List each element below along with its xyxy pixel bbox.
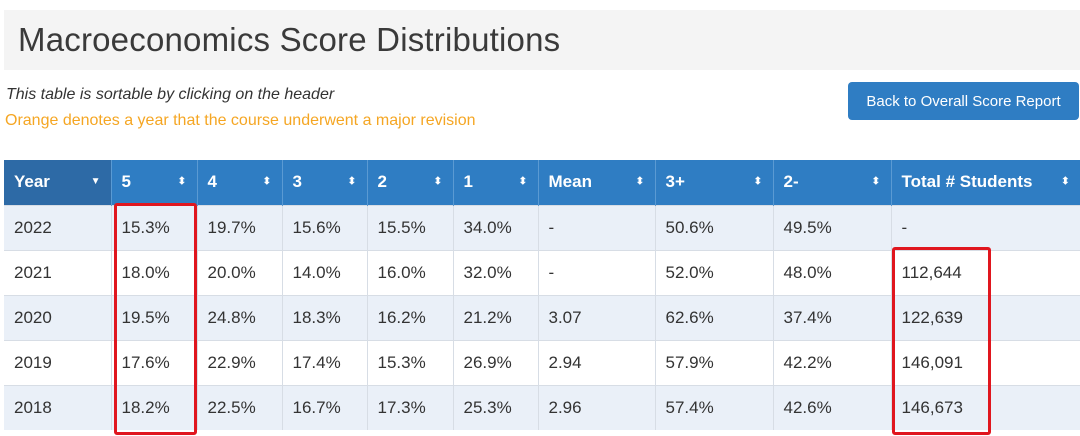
orange-note: Orange denotes a year that the course un… xyxy=(5,112,476,129)
cell-year: 2021 xyxy=(4,249,111,295)
cell-2minus: 42.2% xyxy=(772,339,891,385)
cell-score-2: 17.3% xyxy=(366,384,453,430)
header-label: 4 xyxy=(207,172,217,192)
cell-score-2: 15.5% xyxy=(366,204,453,250)
cell-score-1: 34.0% xyxy=(452,204,538,250)
header-label: Mean xyxy=(548,172,592,192)
page-title: Macroeconomics Score Distributions xyxy=(18,21,561,58)
header-score-5[interactable]: 5 ⬍ xyxy=(110,160,197,205)
sort-icon: ⬍ xyxy=(347,175,357,188)
cell-score-5: 17.6% xyxy=(110,339,197,385)
header-3plus[interactable]: 3+ ⬍ xyxy=(654,160,773,205)
sort-icon: ⬍ xyxy=(262,175,272,188)
header-2minus[interactable]: 2- ⬍ xyxy=(772,160,891,205)
cell-mean: 3.07 xyxy=(537,294,655,340)
cell-total-students: 112,644 xyxy=(890,249,1080,295)
table-row: 2022 15.3% 19.7% 15.6% 15.5% 34.0% -50.6% 49.5%… xyxy=(4,204,1080,250)
cell-year: 2019 xyxy=(4,339,111,385)
sort-icon: ⬍ xyxy=(753,175,763,188)
header-mean[interactable]: Mean ⬍ xyxy=(537,160,655,205)
table-row: 2018 18.2% 22.5% 16.7% 17.3% 25.3% 2.96 57.4% 42… xyxy=(4,384,1080,430)
cell-3plus: 57.4% xyxy=(654,384,773,430)
cell-total-students: - xyxy=(890,204,1080,250)
cell-3plus: 52.0% xyxy=(654,249,773,295)
back-to-report-button[interactable]: Back to Overall Score Report xyxy=(848,82,1079,120)
cell-score-1: 25.3% xyxy=(452,384,538,430)
cell-total-students: 122,639 xyxy=(890,294,1080,340)
score-distribution-table: Year ▼ 5 ⬍ 4 ⬍ 3 ⬍ 2 ⬍ 1 ⬍ Mean ⬍ 3+ ⬍ 2- ⬍ Total… xyxy=(4,160,1080,430)
header-score-1[interactable]: 1 ⬍ xyxy=(452,160,538,205)
header-label: 3 xyxy=(292,172,302,192)
title-bar: Macroeconomics Score Distributions xyxy=(4,10,1080,70)
cell-score-1: 26.9% xyxy=(452,339,538,385)
header-label: 2- xyxy=(783,172,799,192)
header-label: 5 xyxy=(121,172,131,192)
cell-score-5: 18.2% xyxy=(110,384,197,430)
cell-3plus: 62.6% xyxy=(654,294,773,340)
cell-score-4: 19.7% xyxy=(196,204,282,250)
cell-score-3: 17.4% xyxy=(281,339,367,385)
header-total-students[interactable]: Total # Students ⬍ xyxy=(890,160,1080,205)
header-score-4[interactable]: 4 ⬍ xyxy=(196,160,282,205)
header-label: Total # Students xyxy=(901,172,1033,192)
cell-score-5: 15.3% xyxy=(110,204,197,250)
table-row: 2019 17.6% 22.9% 17.4% 15.3% 26.9% 2.94 57.9% 42… xyxy=(4,339,1080,385)
cell-mean: 2.94 xyxy=(537,339,655,385)
cell-score-2: 16.0% xyxy=(366,249,453,295)
cell-mean: - xyxy=(537,249,655,295)
sort-desc-icon: ▼ xyxy=(90,176,101,188)
cell-2minus: 37.4% xyxy=(772,294,891,340)
cell-score-3: 16.7% xyxy=(281,384,367,430)
sort-icon: ⬍ xyxy=(433,175,443,188)
sortable-note: This table is sortable by clicking on th… xyxy=(6,86,335,103)
cell-score-1: 21.2% xyxy=(452,294,538,340)
header-label: 3+ xyxy=(665,172,685,192)
cell-mean: 2.96 xyxy=(537,384,655,430)
header-label: 2 xyxy=(377,172,387,192)
table-row: 2020 19.5% 24.8% 18.3% 16.2% 21.2% 3.07 62.6% 37… xyxy=(4,294,1080,340)
cell-mean: - xyxy=(537,204,655,250)
cell-score-4: 24.8% xyxy=(196,294,282,340)
cell-score-3: 15.6% xyxy=(281,204,367,250)
cell-year: 2020 xyxy=(4,294,111,340)
cell-total-students: 146,091 xyxy=(890,339,1080,385)
header-score-2[interactable]: 2 ⬍ xyxy=(366,160,453,205)
cell-score-4: 20.0% xyxy=(196,249,282,295)
cell-2minus: 42.6% xyxy=(772,384,891,430)
sort-icon: ⬍ xyxy=(635,175,645,188)
cell-total-students: 146,673 xyxy=(890,384,1080,430)
cell-score-4: 22.5% xyxy=(196,384,282,430)
cell-3plus: 50.6% xyxy=(654,204,773,250)
header-label: Year xyxy=(14,172,50,192)
cell-score-5: 18.0% xyxy=(110,249,197,295)
cell-score-5: 19.5% xyxy=(110,294,197,340)
cell-3plus: 57.9% xyxy=(654,339,773,385)
header-year[interactable]: Year ▼ xyxy=(4,160,111,205)
table-row: 2021 18.0% 20.0% 14.0% 16.0% 32.0% -52.0% 48.0%… xyxy=(4,249,1080,295)
cell-year: 2022 xyxy=(4,204,111,250)
table-header-row: Year ▼ 5 ⬍ 4 ⬍ 3 ⬍ 2 ⬍ 1 ⬍ Mean ⬍ 3+ ⬍ 2- ⬍ Total… xyxy=(4,160,1080,205)
cell-score-3: 14.0% xyxy=(281,249,367,295)
sort-icon: ⬍ xyxy=(1060,175,1070,188)
cell-score-3: 18.3% xyxy=(281,294,367,340)
cell-score-4: 22.9% xyxy=(196,339,282,385)
sort-icon: ⬍ xyxy=(871,175,881,188)
cell-year: 2018 xyxy=(4,384,111,430)
header-label: 1 xyxy=(463,172,473,192)
cell-score-2: 16.2% xyxy=(366,294,453,340)
header-score-3[interactable]: 3 ⬍ xyxy=(281,160,367,205)
sort-icon: ⬍ xyxy=(177,175,187,188)
cell-2minus: 49.5% xyxy=(772,204,891,250)
sort-icon: ⬍ xyxy=(518,175,528,188)
cell-score-1: 32.0% xyxy=(452,249,538,295)
cell-2minus: 48.0% xyxy=(772,249,891,295)
cell-score-2: 15.3% xyxy=(366,339,453,385)
